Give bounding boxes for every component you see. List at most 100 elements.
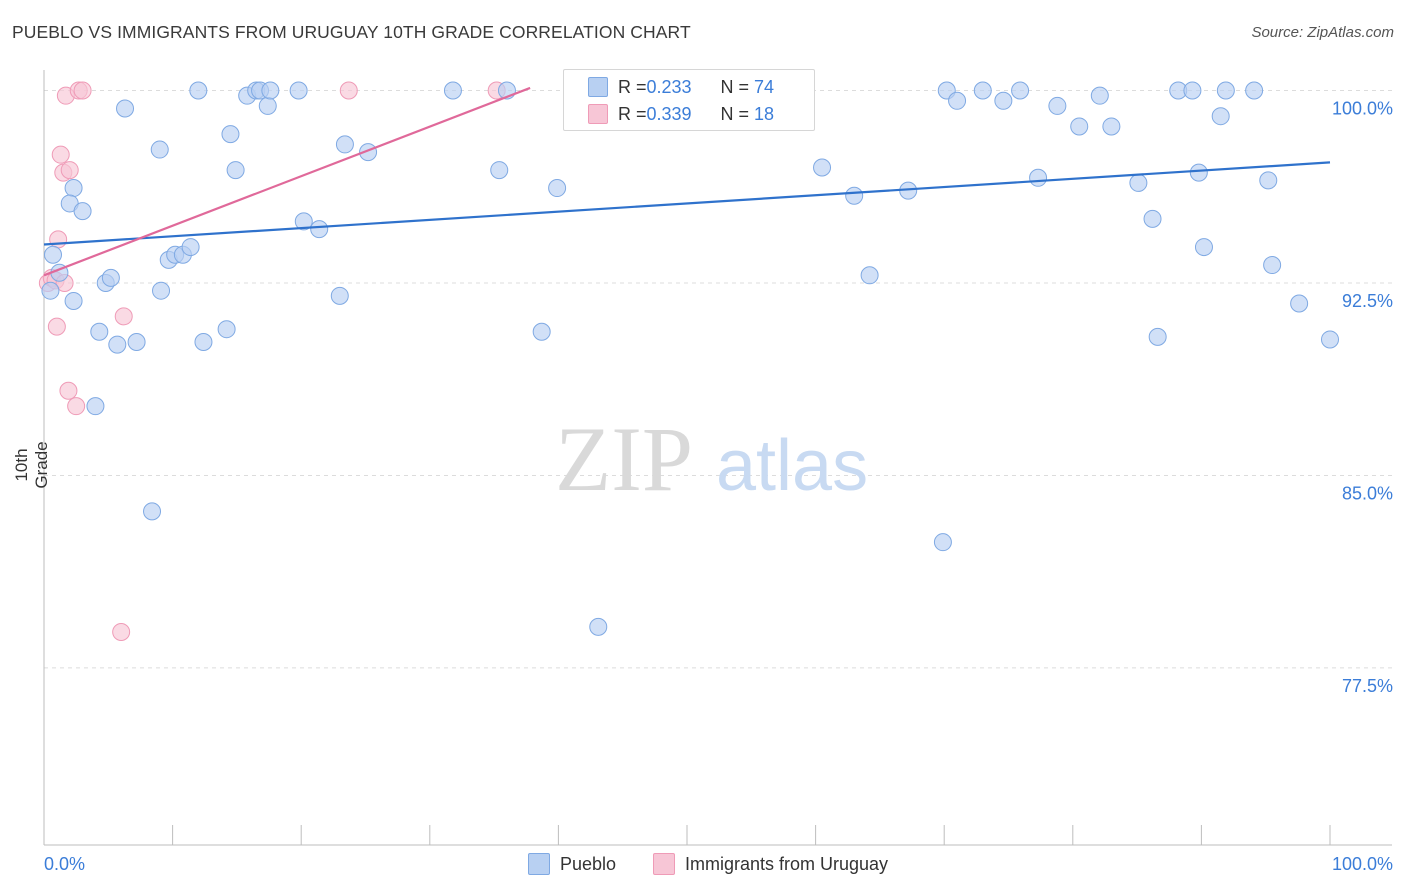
data-point-pueblo — [261, 81, 280, 100]
legend-swatch-uruguay — [588, 104, 608, 124]
source-label: Source: ZipAtlas.com — [1251, 24, 1394, 41]
data-point-pueblo — [310, 220, 329, 239]
watermark-zip: ZIP — [555, 408, 693, 510]
legend-n-label: N = — [720, 76, 750, 97]
data-point-pueblo — [1245, 81, 1264, 100]
legend-row-uruguay: R = 0.339 N = 18 — [588, 101, 774, 127]
data-point-pueblo — [994, 91, 1013, 110]
data-point-pueblo — [1029, 168, 1048, 187]
y-tick-label: 77.5% — [1342, 676, 1393, 696]
bottom-legend-swatch-pueblo — [528, 853, 550, 875]
legend-row-pueblo: R = 0.233 N = 74 — [588, 74, 774, 100]
data-point-pueblo — [1211, 107, 1230, 126]
data-point-pueblo — [116, 99, 135, 118]
data-point-uruguay — [49, 230, 68, 249]
axis-layer — [43, 70, 1392, 846]
series-uruguay-points — [38, 81, 506, 642]
data-point-pueblo — [226, 161, 245, 180]
x-tick-label-min: 0.0% — [44, 854, 85, 874]
legend-r-value-uruguay: 0.339 — [646, 103, 692, 124]
legend-n-value-pueblo: 74 — [754, 76, 775, 97]
data-point-pueblo — [41, 281, 60, 300]
data-point-pueblo — [1259, 171, 1278, 190]
data-point-uruguay — [73, 81, 92, 100]
legend-n-label: N = — [720, 103, 750, 124]
data-point-pueblo — [44, 245, 63, 264]
watermark-atlas: atlas — [716, 426, 868, 506]
data-point-pueblo — [490, 161, 509, 180]
legend-r-value-pueblo: 0.233 — [646, 76, 692, 97]
y-axis-title: 10th Grade — [12, 441, 51, 489]
data-point-pueblo — [860, 266, 879, 285]
data-point-uruguay — [60, 161, 79, 180]
correlation-legend: R = 0.233 N = 74 R = 0.339 N = 18 — [563, 69, 815, 131]
data-point-pueblo — [1090, 86, 1109, 105]
data-point-pueblo — [1143, 209, 1162, 228]
data-point-pueblo — [813, 158, 832, 177]
data-point-pueblo — [1321, 330, 1339, 349]
data-point-pueblo — [1263, 256, 1282, 275]
data-point-pueblo — [294, 212, 313, 231]
watermark: ZIP atlas — [555, 408, 868, 510]
data-point-pueblo — [948, 91, 967, 110]
legend-n-value-uruguay: 18 — [754, 103, 775, 124]
data-point-uruguay — [112, 623, 131, 642]
data-point-pueblo — [152, 281, 171, 300]
x-tick-label-max: 100.0% — [1332, 854, 1393, 874]
data-point-pueblo — [64, 291, 83, 310]
trend-line-pueblo — [43, 161, 1331, 246]
data-point-uruguay — [59, 381, 78, 400]
data-point-pueblo — [73, 202, 92, 221]
data-point-pueblo — [194, 333, 213, 352]
data-point-pueblo — [150, 140, 169, 159]
data-point-pueblo — [845, 186, 864, 205]
data-point-uruguay — [114, 307, 133, 326]
data-point-pueblo — [86, 397, 105, 416]
data-point-pueblo — [64, 179, 83, 198]
y-tick-label: 85.0% — [1342, 483, 1393, 503]
data-point-uruguay — [51, 145, 70, 164]
bottom-legend-label-uruguay: Immigrants from Uruguay — [685, 853, 889, 874]
data-point-pueblo — [330, 286, 349, 305]
data-point-pueblo — [221, 125, 240, 144]
trend-line-uruguay — [43, 86, 531, 277]
data-point-pueblo — [258, 96, 277, 115]
bottom-legend-uruguay: Immigrants from Uruguay — [653, 852, 888, 876]
data-point-pueblo — [127, 333, 146, 352]
data-point-uruguay — [339, 81, 358, 100]
data-point-pueblo — [1102, 117, 1121, 136]
data-point-pueblo — [108, 335, 127, 354]
data-point-pueblo — [443, 81, 462, 100]
data-point-pueblo — [181, 238, 200, 257]
data-point-pueblo — [1194, 238, 1213, 257]
legend-r-label: R = — [618, 103, 647, 124]
data-point-pueblo — [933, 533, 952, 552]
data-point-uruguay — [47, 317, 66, 336]
data-point-pueblo — [90, 322, 109, 341]
data-point-pueblo — [1290, 294, 1309, 313]
data-point-pueblo — [589, 617, 608, 636]
y-tick-label: 92.5% — [1342, 291, 1393, 311]
legend-swatch-pueblo — [588, 77, 608, 97]
data-point-pueblo — [1070, 117, 1089, 136]
data-point-pueblo — [1048, 96, 1067, 115]
data-point-pueblo — [335, 135, 354, 154]
data-point-pueblo — [548, 179, 567, 198]
data-point-pueblo — [1148, 327, 1167, 346]
bottom-legend-label-pueblo: Pueblo — [560, 853, 617, 874]
data-point-pueblo — [189, 81, 208, 100]
data-point-pueblo — [532, 322, 551, 341]
y-tick-label: 100.0% — [1332, 99, 1393, 119]
chart-title: PUEBLO VS IMMIGRANTS FROM URUGUAY 10TH G… — [12, 22, 691, 42]
data-point-uruguay — [67, 397, 86, 416]
data-point-pueblo — [217, 320, 236, 339]
data-point-pueblo — [973, 81, 992, 100]
data-point-pueblo — [289, 81, 308, 100]
bottom-legend-swatch-uruguay — [653, 853, 675, 875]
data-point-pueblo — [101, 268, 120, 287]
data-point-pueblo — [1129, 173, 1148, 192]
data-point-pueblo — [1183, 81, 1202, 100]
trend-lines — [43, 86, 1331, 277]
bottom-legend-pueblo: Pueblo — [528, 852, 616, 876]
